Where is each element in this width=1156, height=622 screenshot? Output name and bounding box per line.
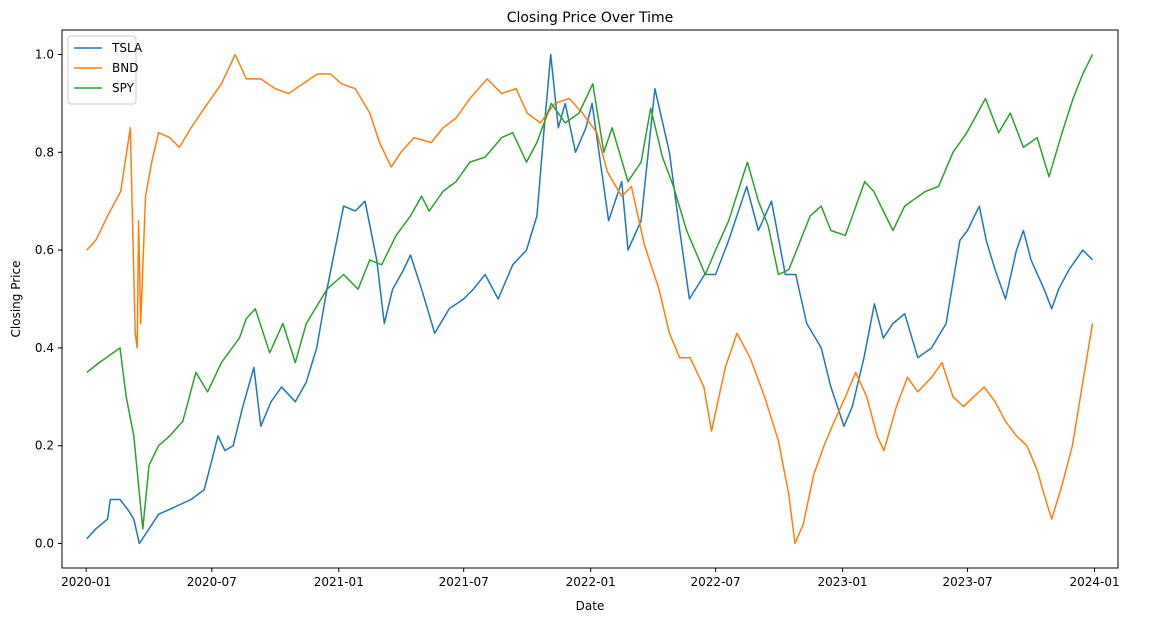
y-tick-label: 0.4 <box>35 341 54 355</box>
x-tick-label: 2020-07 <box>187 575 237 589</box>
x-axis-label: Date <box>576 599 605 613</box>
x-axis: 2020-01 2020-07 2021-01 2021-07 2022-01 2022-… <box>61 568 1120 589</box>
y-tick-label: 0.6 <box>35 243 54 257</box>
legend: TSLA BND SPY <box>67 35 143 105</box>
x-tick-label: 2023-07 <box>942 575 992 589</box>
y-tick-label: 0.0 <box>35 537 54 551</box>
legend-label-bnd: BND <box>112 61 138 75</box>
x-tick-label: 2021-01 <box>314 575 364 589</box>
legend-box <box>67 35 137 105</box>
y-tick-label: 0.8 <box>35 145 54 159</box>
x-tick-label: 2023-01 <box>818 575 868 589</box>
y-axis-label: Closing Price <box>9 261 23 338</box>
y-tick-label: 1.0 <box>35 47 54 61</box>
series-line-tsla <box>86 53 1094 545</box>
plot-area-frame <box>61 29 1119 569</box>
chart-title: Closing Price Over Time <box>507 10 674 26</box>
legend-label-tsla: TSLA <box>111 41 143 55</box>
series-line-spy <box>86 54 1094 530</box>
series-layer <box>86 53 1094 545</box>
series-line-bnd <box>86 53 1094 545</box>
x-tick-label: 2022-07 <box>691 575 741 589</box>
legend-label-spy: SPY <box>112 81 135 95</box>
x-tick-label: 2021-07 <box>439 575 489 589</box>
y-axis: 0.0 0.2 0.4 0.6 0.8 1.0 <box>35 47 62 551</box>
x-tick-label: 2020-01 <box>61 575 111 589</box>
y-tick-label: 0.2 <box>35 439 54 453</box>
x-tick-label: 2024-01 <box>1069 575 1119 589</box>
x-tick-label: 2022-01 <box>566 575 616 589</box>
